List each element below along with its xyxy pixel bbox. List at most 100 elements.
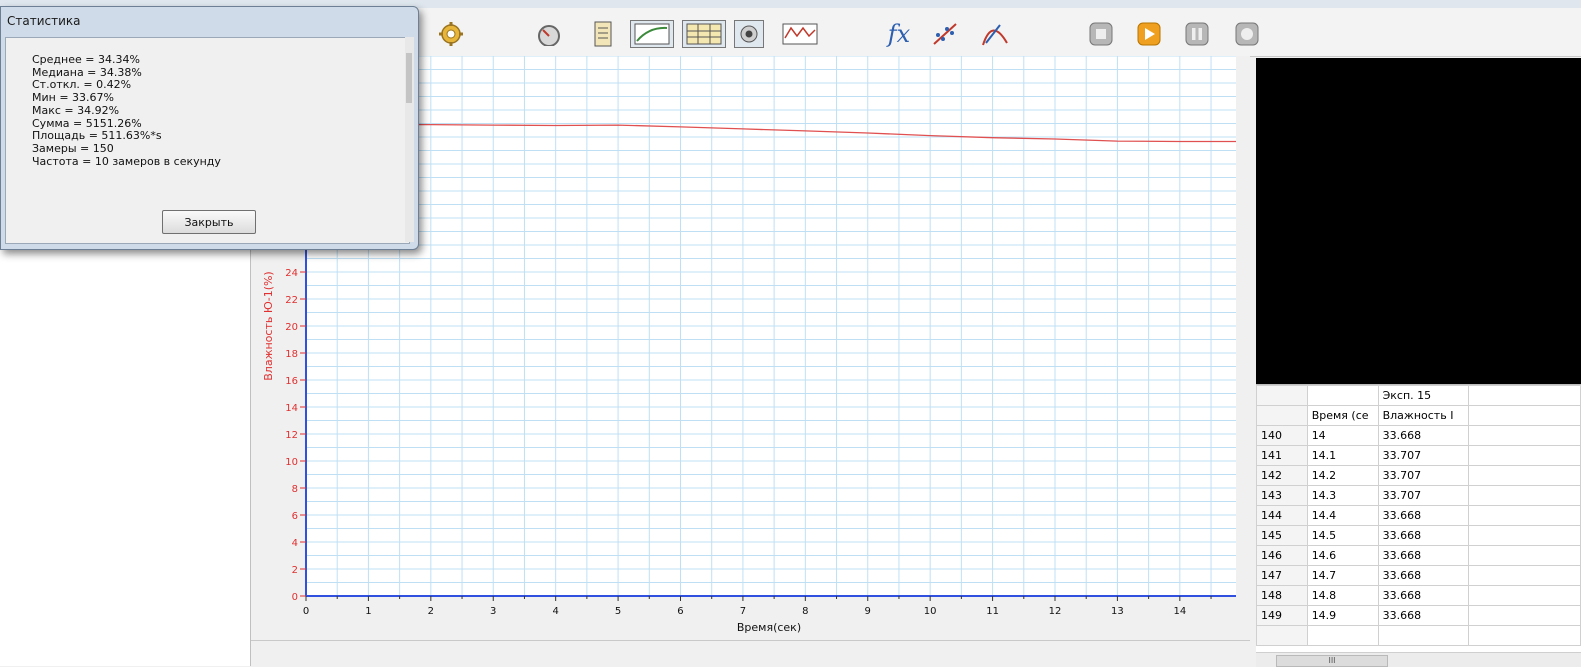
table-row[interactable]: 146 14.6 33.668 (1256, 545, 1581, 566)
value-cell[interactable]: 33.668 (1377, 545, 1470, 566)
scrollbar-thumb[interactable] (406, 53, 412, 103)
table-view-icon[interactable] (682, 20, 726, 48)
y-tick-label: 8 (292, 484, 298, 495)
x-tick-label: 2 (428, 606, 434, 617)
row-number[interactable]: 147 (1256, 565, 1308, 586)
stat-line: Сумма = 5151.26% (32, 116, 142, 130)
empty-header-cell (1306, 385, 1379, 406)
stat-line: Макс = 34.92% (32, 103, 120, 117)
table-row[interactable]: 141 14.1 33.707 (1256, 445, 1581, 466)
table-horizontal-scrollbar[interactable]: III (1256, 652, 1581, 667)
function-icon[interactable]: fx (887, 20, 911, 48)
x-axis-label: Время(сек) (737, 621, 801, 634)
value-cell[interactable]: 33.668 (1377, 585, 1470, 606)
table-row[interactable]: 147 14.7 33.668 (1256, 565, 1581, 586)
statistics-list: Среднее = 34.34% Медиана = 34.38% Ст.откл.… (32, 53, 221, 168)
time-cell[interactable]: 14.9 (1306, 605, 1379, 626)
y-tick-label: 10 (285, 457, 298, 468)
row-number[interactable]: 145 (1256, 525, 1308, 546)
empty-cell (1468, 525, 1581, 546)
x-tick-label: 11 (986, 606, 999, 617)
statistics-dialog: Статистика Среднее = 34.34% Медиана = 34.… (0, 6, 419, 250)
corner-cell (1256, 385, 1308, 406)
x-tick-label: 12 (1049, 606, 1062, 617)
y-tick-label: 18 (285, 349, 298, 360)
value-cell[interactable]: 33.707 (1377, 485, 1470, 506)
row-number[interactable]: 144 (1256, 505, 1308, 526)
row-number[interactable]: 142 (1256, 465, 1308, 486)
time-cell[interactable]: 14.1 (1306, 445, 1379, 466)
x-tick-label: 6 (677, 606, 683, 617)
corner-cell (1256, 405, 1308, 426)
curve-fit-icon[interactable] (980, 20, 1010, 48)
row-number[interactable]: 141 (1256, 445, 1308, 466)
table-row[interactable]: 145 14.5 33.668 (1256, 525, 1581, 546)
value-cell[interactable]: 33.668 (1377, 425, 1470, 446)
table-row[interactable]: 148 14.8 33.668 (1256, 585, 1581, 606)
time-cell[interactable]: 14.6 (1306, 545, 1379, 566)
row-number[interactable]: 148 (1256, 585, 1308, 606)
row-number[interactable]: 143 (1256, 485, 1308, 506)
humidity-series-line (306, 123, 1236, 143)
table-row[interactable]: 142 14.2 33.707 (1256, 465, 1581, 486)
pause-icon[interactable] (1182, 20, 1212, 48)
time-cell[interactable]: 14.8 (1306, 585, 1379, 606)
record-icon[interactable] (1232, 20, 1262, 48)
row-number[interactable]: 146 (1256, 545, 1308, 566)
time-cell[interactable]: 14.7 (1306, 565, 1379, 586)
window-top-strip (0, 0, 1581, 8)
value-cell[interactable]: 33.668 (1377, 505, 1470, 526)
chart-wave-icon[interactable] (780, 20, 820, 48)
table-header-exp: Эксп. 15 (1256, 385, 1581, 406)
empty-cell (1468, 465, 1581, 486)
value-cell[interactable]: 33.668 (1377, 565, 1470, 586)
gear-icon[interactable] (436, 20, 466, 48)
dialog-title: Статистика (7, 14, 81, 28)
table-row[interactable]: 143 14.3 33.707 (1256, 485, 1581, 506)
close-button[interactable]: Закрыть (162, 210, 256, 234)
value-cell[interactable]: 33.668 (1377, 605, 1470, 626)
scatter-fit-icon[interactable] (930, 20, 960, 48)
x-tick-label: 5 (615, 606, 621, 617)
value-cell[interactable]: 33.668 (1377, 525, 1470, 546)
play-icon[interactable] (1134, 20, 1164, 48)
meter-icon[interactable] (534, 20, 564, 48)
y-tick-label: 14 (285, 403, 298, 414)
value-cell[interactable]: 33.707 (1377, 445, 1470, 466)
time-cell[interactable]: 14 (1306, 425, 1379, 446)
stat-line: Медиана = 34.38% (32, 65, 142, 79)
y-tick-label: 2 (292, 565, 298, 576)
row-number[interactable]: 140 (1256, 425, 1308, 446)
empty-header-cell (1468, 405, 1581, 426)
time-cell[interactable]: 14.4 (1306, 505, 1379, 526)
y-tick-label: 16 (285, 376, 298, 387)
table-row[interactable]: 144 14.4 33.668 (1256, 505, 1581, 526)
time-cell[interactable]: 14.3 (1306, 485, 1379, 506)
x-tick-label: 14 (1173, 606, 1186, 617)
exp-label: Эксп. 15 (1377, 385, 1470, 406)
empty-cell (1468, 445, 1581, 466)
dialog-scrollbar[interactable] (405, 37, 414, 242)
col-value-header[interactable]: Влажность I (1377, 405, 1470, 426)
table-row[interactable]: 140 14 33.668 (1256, 425, 1581, 446)
scrollbar-thumb[interactable]: III (1276, 655, 1388, 667)
y-axis-label: Влажность Ю-1(%) (262, 271, 275, 380)
stop-icon[interactable] (1086, 20, 1116, 48)
x-tick-label: 13 (1111, 606, 1124, 617)
row-number[interactable]: 149 (1256, 605, 1308, 626)
table-row[interactable]: 149 14.9 33.668 (1256, 605, 1581, 626)
stat-line: Среднее = 34.34% (32, 53, 140, 66)
value-cell[interactable]: 33.707 (1377, 465, 1470, 486)
graph-view-icon[interactable] (630, 20, 674, 48)
empty-cell (1306, 625, 1379, 646)
x-tick-label: 10 (924, 606, 937, 617)
sensor-list-icon[interactable] (588, 20, 618, 48)
time-cell[interactable]: 14.2 (1306, 465, 1379, 486)
camera-icon[interactable] (734, 20, 764, 48)
col-time-header[interactable]: Время (се (1306, 405, 1379, 426)
time-cell[interactable]: 14.5 (1306, 525, 1379, 546)
empty-cell (1468, 625, 1581, 646)
empty-cell (1468, 565, 1581, 586)
empty-cell (1377, 625, 1470, 646)
